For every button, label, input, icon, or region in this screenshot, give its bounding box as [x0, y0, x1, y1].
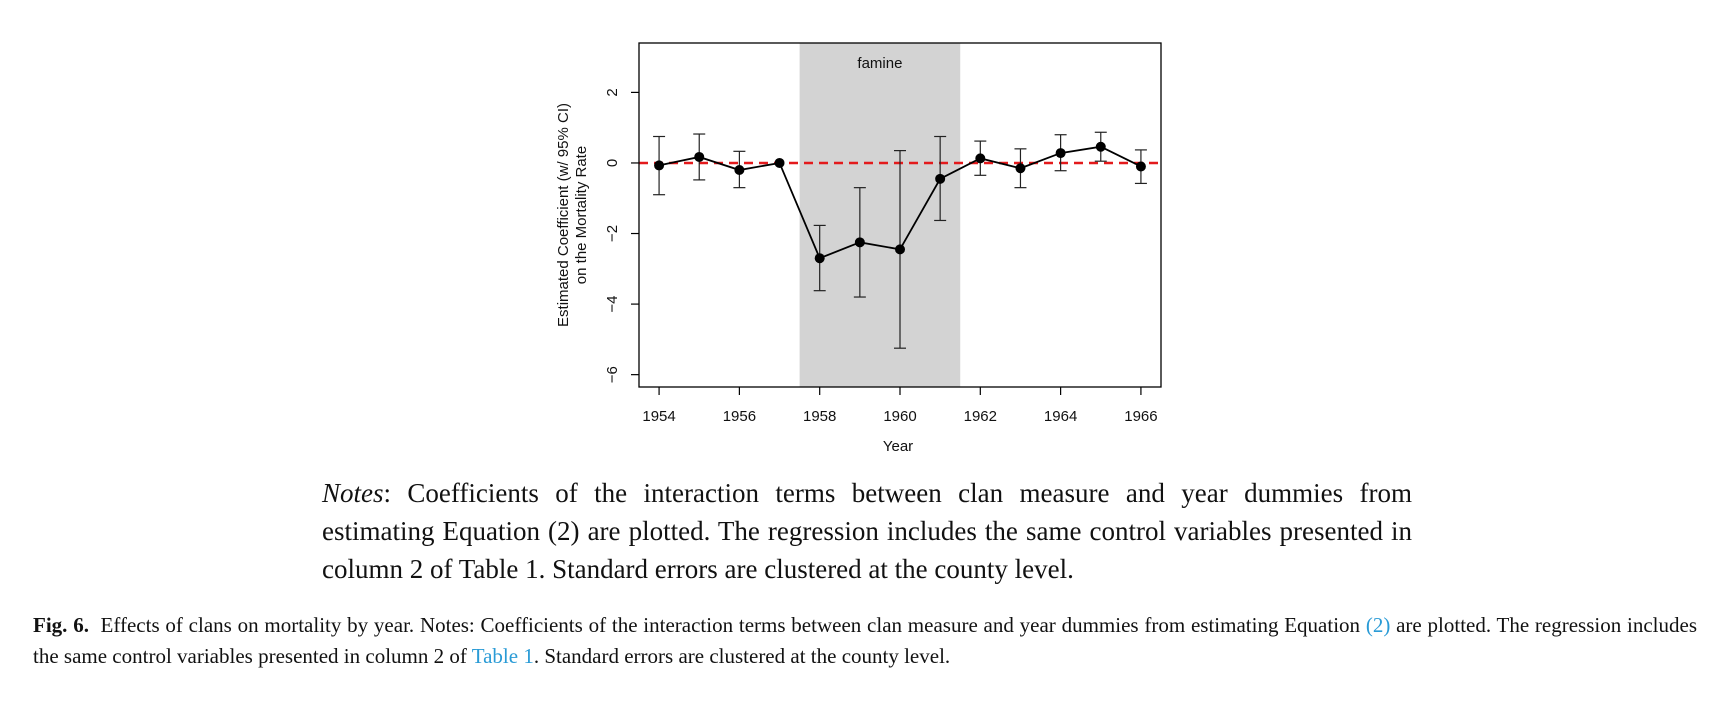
table-link[interactable]: Table 1 — [471, 644, 534, 668]
y-tick-label-0: 0 — [604, 159, 621, 167]
x-axis-label: Year — [883, 438, 913, 455]
coefficient-point-1958 — [814, 253, 825, 264]
y-axis-label-line2: on the Mortality Rate — [573, 146, 590, 284]
y-tick-label-2: 2 — [604, 88, 621, 96]
caption-text-3: . Standard errors are clustered at the c… — [533, 644, 951, 668]
figure-caption: Fig. 6. Effects of clans on mortality by… — [33, 610, 1697, 672]
y-tick-label--2: −2 — [604, 225, 621, 242]
coefficient-point-1954 — [654, 160, 665, 171]
x-tick-label-1960: 1960 — [883, 408, 916, 425]
y-tick-label--4: −4 — [604, 296, 621, 313]
coefficient-point-1966 — [1135, 161, 1146, 172]
x-tick-label-1954: 1954 — [642, 408, 675, 425]
coefficient-point-1956 — [734, 165, 745, 176]
coefficient-point-1965 — [1095, 141, 1106, 152]
coefficient-point-1963 — [1015, 163, 1026, 174]
y-axis-label-line1: Estimated Coefficient (w/ 95% CI) — [555, 103, 572, 327]
famine-label: famine — [857, 55, 902, 72]
coefficient-point-1955 — [694, 151, 705, 162]
coefficient-point-1957 — [774, 157, 785, 168]
y-tick-label--6: −6 — [604, 366, 621, 383]
famine-shaded-region — [799, 43, 961, 387]
coefficient-point-1962 — [975, 153, 986, 164]
coefficient-point-1961 — [935, 173, 946, 184]
coefficient-point-1959 — [854, 237, 865, 248]
notes-text: : Coefficients of the interaction terms … — [322, 478, 1412, 584]
caption-text-2: are plotted. The regression includes the… — [33, 613, 1698, 668]
x-tick-label-1956: 1956 — [723, 408, 756, 425]
coefficient-point-1960 — [895, 244, 905, 255]
coefficient-chart: famine 1954 1956 1958 1960 1962 1964 1966 2 0 −2 −4… — [555, 42, 1162, 455]
chart-notes: Notes: Coefficients of the interaction t… — [322, 474, 1412, 588]
x-tick-label-1958: 1958 — [803, 408, 836, 425]
x-tick-label-1966: 1966 — [1124, 408, 1157, 425]
coefficient-point-1964 — [1055, 148, 1066, 159]
notes-label: Notes — [322, 478, 384, 508]
x-tick-label-1964: 1964 — [1044, 408, 1077, 425]
equation-link[interactable]: (2) — [1365, 613, 1391, 637]
x-tick-label-1962: 1962 — [964, 408, 997, 425]
figure-label: Fig. 6. — [33, 613, 89, 637]
caption-text-1: Effects of clans on mortality by year. N… — [100, 613, 1366, 637]
